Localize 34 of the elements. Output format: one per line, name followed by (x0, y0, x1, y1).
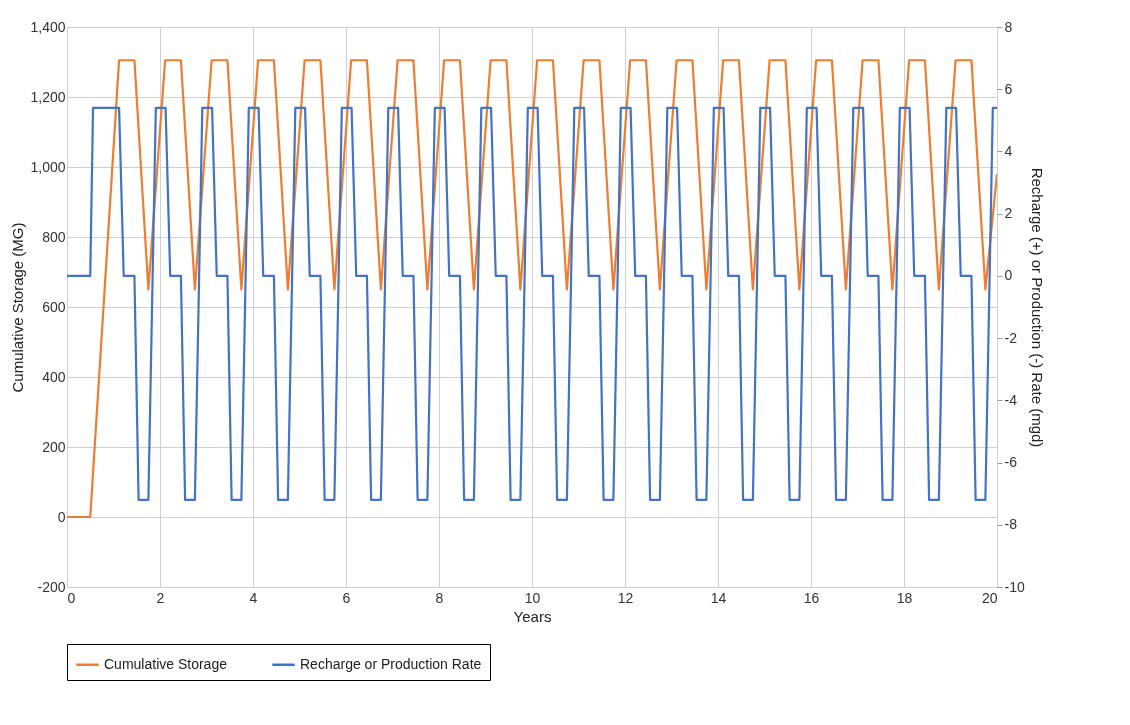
x-tick-label: 20 (981, 589, 998, 606)
x-tick-label: 4 (249, 589, 258, 606)
y-tick-label: 1,400 (30, 18, 66, 35)
y-tick-label: 0 (57, 508, 66, 525)
x-tick-label: 14 (710, 589, 727, 606)
x-tick-label: 8 (435, 589, 444, 606)
y2-tick-label: -2 (1004, 329, 1018, 346)
x-tick-label: 16 (803, 589, 820, 606)
legend-label: Recharge or Production Rate (300, 655, 482, 672)
x-tick-label: 18 (896, 589, 913, 606)
y2-tick-label: 8 (1004, 18, 1013, 35)
y-tick-label: 600 (42, 298, 66, 315)
x-tick-label: 12 (617, 589, 634, 606)
y2-tick-label: -10 (1004, 578, 1025, 595)
y-tick-label: 1,200 (30, 88, 66, 105)
y-tick-label: 200 (42, 438, 66, 455)
x-tick-label: 6 (342, 589, 351, 606)
y2-tick-label: 2 (1004, 205, 1013, 222)
y-tick-label: -200 (37, 578, 66, 595)
y2-tick-label: -4 (1004, 391, 1018, 408)
x-tick-label: 10 (524, 589, 541, 606)
y2-axis-title: Recharge (+) or Production (-) Rate (mgd) (1028, 167, 1046, 448)
x-tick-label: 2 (156, 589, 165, 606)
y2-tick-label: 4 (1004, 142, 1013, 159)
y2-tick-label: 6 (1004, 80, 1013, 97)
y-tick-label: 800 (42, 228, 66, 245)
y-tick-label: 400 (42, 368, 66, 385)
y-tick-label: 1,000 (30, 158, 66, 175)
x-axis-title: Years (513, 607, 552, 625)
y2-tick-label: -6 (1004, 454, 1018, 471)
y2-tick-label: 0 (1004, 267, 1013, 284)
y-axis-title: Cumulative Storage (MG) (9, 222, 27, 393)
y2-tick-label: -8 (1004, 516, 1018, 533)
legend-label: Cumulative Storage (104, 655, 228, 672)
